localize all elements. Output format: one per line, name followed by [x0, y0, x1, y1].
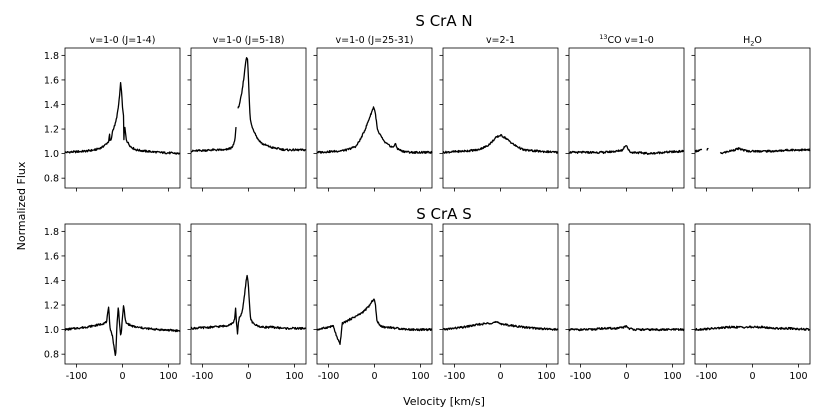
panel-title: v=1-0 (J=1-4) — [90, 35, 156, 46]
row-title-north: S CrA N — [415, 12, 472, 30]
spectrum-line — [568, 325, 685, 332]
panel-north-3: v=1-0 (J=25-31) — [313, 35, 433, 192]
x-tick-label: -100 — [696, 371, 718, 382]
spectrum-line — [64, 81, 181, 155]
panel-frame — [64, 223, 181, 365]
spectrum-line — [442, 133, 559, 154]
spectrum-line — [694, 325, 811, 331]
x-tick-label: 0 — [119, 371, 125, 382]
panel-frame — [694, 223, 811, 365]
panel-frame — [568, 223, 685, 365]
panel-north-5: 13CO v=1-0 — [565, 33, 685, 192]
row-title-south: S CrA S — [416, 205, 471, 223]
spectrum-line — [316, 106, 433, 154]
x-tick-label: 100 — [663, 371, 681, 382]
x-tick-label: 0 — [371, 371, 377, 382]
y-tick-label: 1.8 — [44, 227, 59, 238]
x-tick-label: 100 — [411, 371, 429, 382]
panel-title: 13CO v=1-0 — [599, 33, 654, 46]
panel-south-4: -100 0 100 — [439, 223, 559, 382]
panel-south-2: -100 0 100 — [187, 223, 307, 382]
panel-frame — [442, 47, 559, 189]
y-tick-label: 1.0 — [44, 325, 59, 336]
x-tick-label: 0 — [749, 371, 755, 382]
x-tick-label: -100 — [192, 371, 214, 382]
x-tick-label: 100 — [159, 371, 177, 382]
y-tick-label: 1.2 — [44, 125, 59, 136]
panel-south-3: -100 0 100 — [313, 223, 433, 382]
panel-north-2: v=1-0 (J=5-18) — [187, 35, 307, 192]
x-tick-label: -100 — [318, 371, 340, 382]
x-tick-label: -100 — [66, 371, 88, 382]
x-tick-label: 100 — [789, 371, 807, 382]
x-axis-label: Velocity [km/s] — [403, 395, 485, 408]
spectrum-line — [190, 274, 307, 335]
panel-title: v=1-0 (J=5-18) — [213, 35, 285, 46]
y-tick-label: 0.8 — [44, 174, 59, 185]
x-tick-label: 0 — [245, 371, 251, 382]
spectrum-line — [568, 145, 685, 156]
y-tick-label: 1.4 — [44, 100, 59, 111]
panel-north-1: 0.8 1.0 1.2 1.4 1.6 1.8 v=1-0 (J=1-4) — [44, 35, 181, 192]
panel-title: v=1-0 (J=25-31) — [336, 35, 414, 46]
x-tick-label: 0 — [497, 371, 503, 382]
panel-title: v=2-1 — [486, 35, 515, 46]
panel-frame — [568, 47, 685, 189]
y-tick-label: 1.0 — [44, 149, 59, 160]
panel-north-6: H2O — [691, 35, 811, 192]
y-axis-label: Normalized Flux — [15, 161, 28, 250]
spectrum-line — [694, 147, 811, 155]
panel-frame — [316, 223, 433, 365]
y-tick-label: 0.8 — [44, 350, 59, 361]
spectrum-line — [442, 320, 559, 331]
x-tick-label: 0 — [623, 371, 629, 382]
panel-frame — [316, 47, 433, 189]
spectrum-line — [190, 57, 307, 153]
panel-frame — [694, 47, 811, 189]
x-tick-label: 100 — [537, 371, 555, 382]
y-tick-label: 1.6 — [44, 251, 59, 262]
y-tick-label: 1.4 — [44, 276, 59, 287]
y-tick-label: 1.2 — [44, 301, 59, 312]
panel-frame — [64, 47, 181, 189]
y-tick-label: 1.8 — [44, 51, 59, 62]
panel-south-1: -100 0 100 0.8 1.0 1.2 1.4 1.6 1.8 — [44, 223, 181, 382]
panel-title: H2O — [743, 35, 762, 48]
spectrum-line — [64, 305, 181, 357]
panel-south-5: -100 0 100 — [565, 223, 685, 382]
x-tick-label: -100 — [444, 371, 466, 382]
spectrum-line — [316, 298, 433, 346]
y-tick-label: 1.6 — [44, 75, 59, 86]
x-tick-label: 100 — [285, 371, 303, 382]
panel-frame — [442, 223, 559, 365]
panel-grid: 0.8 1.0 1.2 1.4 1.6 1.8 v=1-0 (J=1-4) v=1-0 (J=… — [44, 33, 811, 382]
panel-south-6: -100 0 100 — [691, 223, 811, 382]
panel-north-4: v=2-1 — [439, 35, 559, 192]
x-tick-label: -100 — [570, 371, 592, 382]
